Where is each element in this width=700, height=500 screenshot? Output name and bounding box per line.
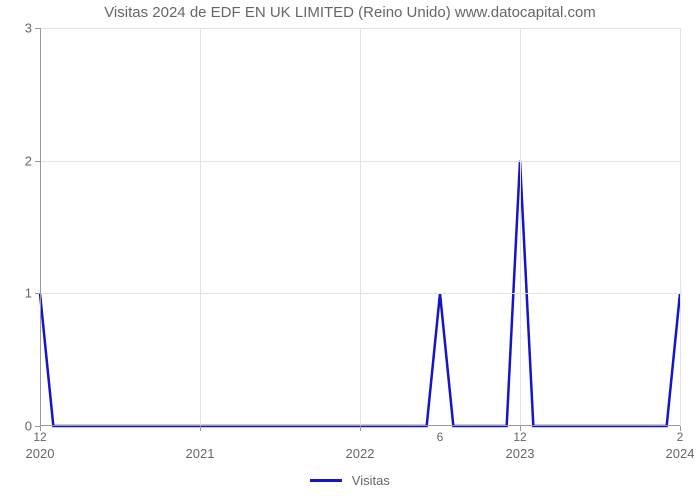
axis-line bbox=[40, 425, 680, 426]
gridline-v bbox=[520, 28, 521, 426]
x-tick-major-label: 2023 bbox=[506, 446, 535, 461]
x-tick-major-label: 2022 bbox=[346, 446, 375, 461]
x-tick-mark bbox=[360, 426, 361, 431]
x-tick-major-label: 2020 bbox=[26, 446, 55, 461]
x-tick-major-label: 2024 bbox=[666, 446, 695, 461]
y-tick-label: 3 bbox=[25, 21, 32, 36]
axis-line bbox=[40, 28, 41, 426]
chart-title: Visitas 2024 de EDF EN UK LIMITED (Reino… bbox=[0, 4, 700, 21]
x-tick-minor-label: 12 bbox=[33, 430, 46, 444]
chart-container: Visitas 2024 de EDF EN UK LIMITED (Reino… bbox=[0, 0, 700, 500]
y-tick-label: 2 bbox=[25, 153, 32, 168]
gridline-v bbox=[200, 28, 201, 426]
gridline-v bbox=[360, 28, 361, 426]
y-tick-label: 0 bbox=[25, 419, 32, 434]
x-tick-major-label: 2021 bbox=[186, 446, 215, 461]
x-tick-minor-label: 2 bbox=[677, 430, 684, 444]
x-tick-minor-label: 6 bbox=[437, 430, 444, 444]
x-tick-mark bbox=[200, 426, 201, 431]
legend-swatch bbox=[310, 479, 342, 482]
y-tick-label: 1 bbox=[25, 286, 32, 301]
gridline-v bbox=[680, 28, 681, 426]
plot-area: 012320202021202220232024126122 bbox=[40, 28, 680, 426]
legend-label: Visitas bbox=[352, 473, 390, 488]
legend: Visitas bbox=[0, 472, 700, 488]
x-tick-minor-label: 12 bbox=[513, 430, 526, 444]
